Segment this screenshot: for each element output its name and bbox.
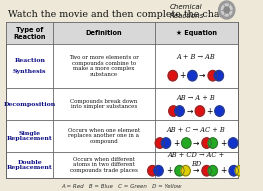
Text: +: + <box>166 166 172 175</box>
Circle shape <box>168 70 178 81</box>
Circle shape <box>175 166 184 176</box>
Bar <box>6 22 237 178</box>
Text: Definition: Definition <box>86 30 122 36</box>
Text: Single
Replacement: Single Replacement <box>7 131 53 141</box>
Text: AB + CD → AC +
BD: AB + CD → AC + BD <box>168 151 225 168</box>
Text: AB → A + B: AB → A + B <box>177 94 215 102</box>
Circle shape <box>188 70 197 81</box>
Circle shape <box>235 166 245 176</box>
Text: +: + <box>173 138 180 147</box>
Circle shape <box>228 138 238 148</box>
Circle shape <box>202 138 211 148</box>
Circle shape <box>214 70 224 81</box>
Text: Watch the movie and then complete the chart.: Watch the movie and then complete the ch… <box>8 10 231 19</box>
Text: +: + <box>179 71 186 80</box>
Text: +: + <box>220 138 226 147</box>
Text: +: + <box>220 166 226 175</box>
Circle shape <box>208 166 218 176</box>
Text: +: + <box>206 107 213 116</box>
Text: →: → <box>199 71 205 80</box>
Text: Chemical: Chemical <box>170 4 203 10</box>
Circle shape <box>221 4 232 16</box>
Text: →: → <box>187 107 193 116</box>
Circle shape <box>195 106 205 116</box>
Circle shape <box>229 166 239 176</box>
Circle shape <box>154 166 163 176</box>
Text: Decomposition: Decomposition <box>4 101 56 107</box>
Text: →: → <box>193 166 199 175</box>
Circle shape <box>155 138 165 148</box>
Text: Occurs when different
atoms in two different
compounds trade places: Occurs when different atoms in two diffe… <box>70 157 138 173</box>
Text: Two or more elements or
compounds combine to
make a more complex
substance: Two or more elements or compounds combin… <box>69 55 139 77</box>
Circle shape <box>208 70 218 81</box>
Circle shape <box>181 166 190 176</box>
Text: →: → <box>193 138 199 147</box>
Text: Occurs when one element
replaces another one in a
compound: Occurs when one element replaces another… <box>68 128 140 144</box>
Bar <box>6 22 237 44</box>
Text: ★ Equation: ★ Equation <box>176 30 217 36</box>
Circle shape <box>215 106 224 116</box>
Circle shape <box>202 166 211 176</box>
Text: A + B → AB: A + B → AB <box>177 53 215 61</box>
Text: Reaction

Synthesis: Reaction Synthesis <box>13 58 47 74</box>
Text: A = Red   B = Blue   C = Green   D = Yellow: A = Red B = Blue C = Green D = Yellow <box>61 184 182 189</box>
Circle shape <box>148 166 157 176</box>
Text: Compounds break down
into simpler substances: Compounds break down into simpler substa… <box>70 99 138 109</box>
Circle shape <box>169 106 178 116</box>
Circle shape <box>161 138 171 148</box>
Circle shape <box>175 106 184 116</box>
Circle shape <box>219 1 235 19</box>
Circle shape <box>224 7 229 13</box>
Circle shape <box>208 138 218 148</box>
Circle shape <box>182 138 191 148</box>
Text: Reactions: Reactions <box>170 13 204 19</box>
Text: Type of
Reaction: Type of Reaction <box>13 27 46 40</box>
Text: Double
Replacement: Double Replacement <box>7 160 53 170</box>
Text: AB + C → AC + B: AB + C → AC + B <box>167 126 225 134</box>
